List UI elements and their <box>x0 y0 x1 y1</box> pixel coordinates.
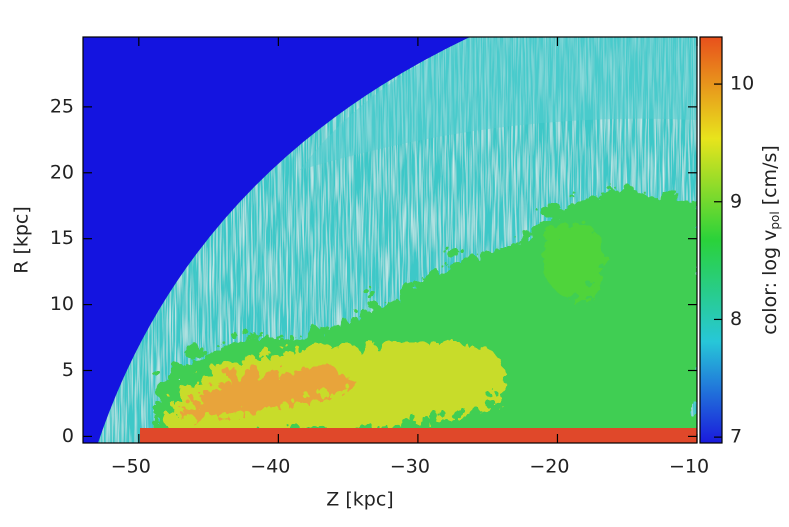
colorbar <box>699 36 723 444</box>
y-tick-label: 5 <box>62 359 74 381</box>
colorbar-label-subscript: pol <box>768 211 782 229</box>
colorbar-tick-label: 10 <box>730 73 754 95</box>
plot-frame <box>82 36 698 444</box>
colorbar-label-suffix: [cm/s] <box>759 145 781 211</box>
colorbar-tick-label: 8 <box>730 308 742 330</box>
x-tick-label: −20 <box>529 456 569 478</box>
y-tick-label: 25 <box>50 95 74 117</box>
x-tick-label: −40 <box>250 456 290 478</box>
y-axis-label: R [kpc] <box>11 206 33 274</box>
x-tick-label: −10 <box>669 456 709 478</box>
colorbar-tick-label: 9 <box>730 190 742 212</box>
x-tick-label: −50 <box>111 456 151 478</box>
y-tick-label: 15 <box>50 227 74 249</box>
colorbar-tick-label: 7 <box>730 426 742 448</box>
y-tick-label: 20 <box>50 161 74 183</box>
y-tick-label: 0 <box>62 425 74 447</box>
flow-field <box>83 37 697 443</box>
x-tick-label: −30 <box>390 456 430 478</box>
colorbar-label: color: log vpol [cm/s] <box>759 145 782 335</box>
y-tick-label: 10 <box>50 293 74 315</box>
colorbar-label-prefix: color: log v <box>759 230 781 335</box>
x-axis-label: Z [kpc] <box>326 489 393 511</box>
